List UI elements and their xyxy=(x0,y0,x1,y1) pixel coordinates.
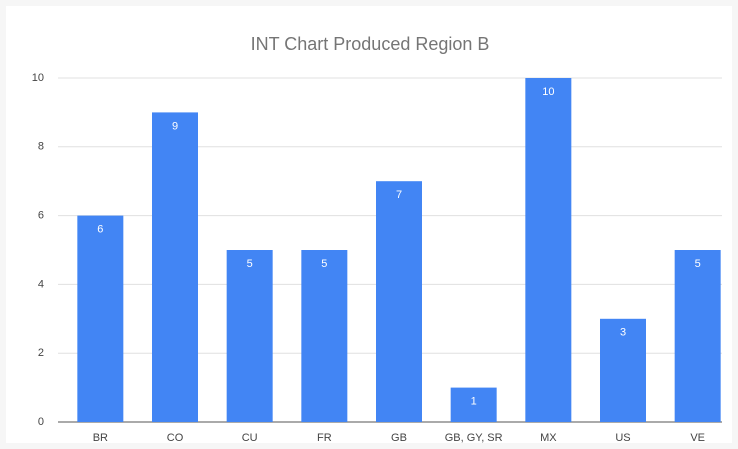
value-label: 7 xyxy=(396,189,402,201)
x-tick-label: US xyxy=(615,432,630,444)
chart-title: INT Chart Produced Region B xyxy=(251,34,490,54)
x-tick-label: BR xyxy=(93,432,108,444)
y-tick-label: 6 xyxy=(38,210,44,222)
value-label: 5 xyxy=(695,258,701,270)
y-tick-label: 0 xyxy=(38,416,44,428)
x-tick-label: FR xyxy=(317,432,332,444)
bar xyxy=(301,250,348,422)
bar xyxy=(77,215,124,422)
bar xyxy=(674,250,721,422)
x-tick-label: MX xyxy=(540,432,557,444)
value-label: 5 xyxy=(321,258,327,270)
y-tick-label: 4 xyxy=(38,278,44,290)
value-label: 6 xyxy=(97,224,103,236)
bar xyxy=(450,387,497,422)
y-tick-label: 10 xyxy=(32,72,44,84)
value-label: 9 xyxy=(172,120,178,132)
x-tick-label: GB, GY, SR xyxy=(445,432,503,444)
y-tick-label: 8 xyxy=(38,141,44,153)
bar xyxy=(376,181,422,422)
x-tick-label: CO xyxy=(167,432,184,444)
y-tick-label: 2 xyxy=(38,347,44,359)
bar xyxy=(525,78,572,422)
bar xyxy=(152,112,198,423)
x-tick-label: VE xyxy=(690,432,705,444)
x-tick-label: GB xyxy=(391,432,407,444)
value-label: 5 xyxy=(247,258,253,270)
bar xyxy=(600,318,646,422)
x-tick-label: CU xyxy=(242,432,258,444)
bar xyxy=(226,250,273,422)
value-label: 10 xyxy=(542,86,554,98)
value-label: 3 xyxy=(620,327,626,339)
value-label: 1 xyxy=(471,396,477,408)
